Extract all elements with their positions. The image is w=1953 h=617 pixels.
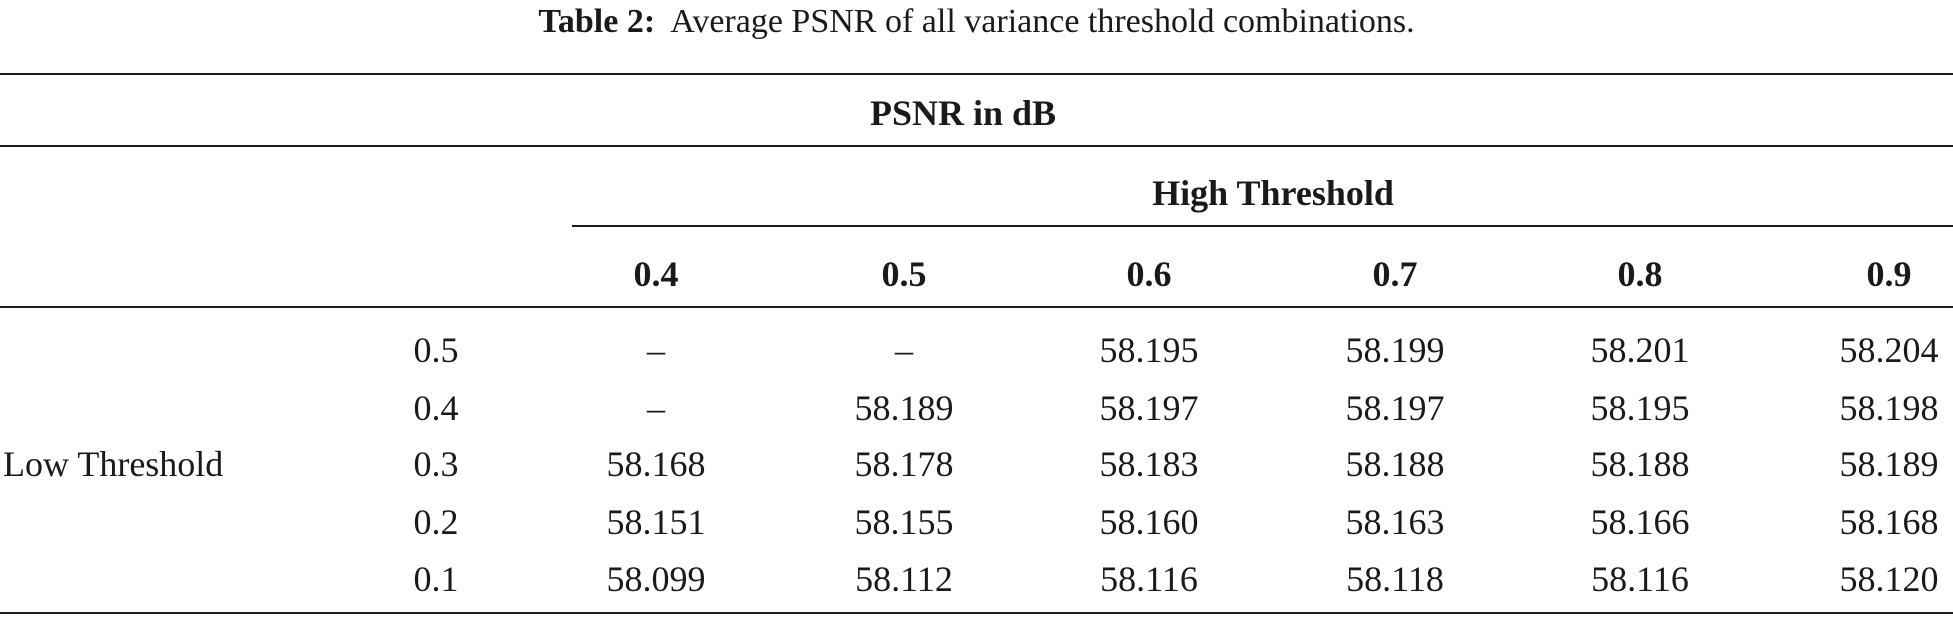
psnr-cell: 58.118	[1346, 559, 1444, 599]
low-threshold-header: Low Threshold	[3, 444, 224, 484]
psnr-cell: 58.183	[1099, 444, 1199, 484]
psnr-cell: 58.188	[1345, 444, 1445, 484]
column-header: 0.4	[633, 254, 679, 294]
psnr-cell: 58.197	[1345, 388, 1445, 428]
psnr-cell: –	[647, 330, 665, 370]
psnr-cell: 58.204	[1839, 330, 1939, 370]
psnr-cell: 58.120	[1839, 559, 1939, 599]
psnr-cell: 58.199	[1345, 330, 1445, 370]
bottom-rule	[0, 612, 1953, 614]
table-caption: Table 2: Average PSNR of all variance th…	[0, 0, 1953, 44]
psnr-cell: 58.099	[606, 559, 706, 599]
low-threshold-value: 0.1	[413, 559, 459, 599]
psnr-cell: 58.198	[1839, 388, 1939, 428]
column-header: 0.8	[1617, 254, 1663, 294]
psnr-cell: 58.151	[606, 502, 706, 542]
low-threshold-value: 0.2	[413, 502, 459, 542]
psnr-cell: –	[647, 388, 665, 428]
psnr-cell: 58.195	[1590, 388, 1690, 428]
psnr-cell: 58.160	[1099, 502, 1199, 542]
group-header-rule	[0, 145, 1953, 147]
psnr-cell: 58.189	[854, 388, 954, 428]
psnr-cell: 58.166	[1590, 502, 1690, 542]
high-threshold-header: High Threshold	[1152, 173, 1394, 213]
psnr-cell: 58.112	[855, 559, 953, 599]
psnr-cell: 58.195	[1099, 330, 1199, 370]
psnr-cell: 58.168	[1839, 502, 1939, 542]
header-bottom-rule	[0, 306, 1953, 308]
psnr-cell: 58.116	[1100, 559, 1198, 599]
psnr-cell: 58.189	[1839, 444, 1939, 484]
psnr-cell: 58.163	[1345, 502, 1445, 542]
psnr-cell: –	[895, 330, 913, 370]
psnr-header: PSNR in dB	[869, 93, 1057, 133]
column-header: 0.7	[1372, 254, 1418, 294]
psnr-cell: 58.178	[854, 444, 954, 484]
low-threshold-value: 0.3	[413, 444, 459, 484]
high-threshold-rule	[572, 225, 1953, 227]
column-header: 0.5	[881, 254, 927, 294]
low-threshold-value: 0.5	[413, 330, 459, 370]
psnr-cell: 58.168	[606, 444, 706, 484]
psnr-cell: 58.188	[1590, 444, 1690, 484]
low-threshold-value: 0.4	[413, 388, 459, 428]
column-header: 0.9	[1866, 254, 1912, 294]
column-header: 0.6	[1126, 254, 1172, 294]
psnr-cell: 58.201	[1590, 330, 1690, 370]
top-rule	[0, 73, 1953, 75]
psnr-cell: 58.197	[1099, 388, 1199, 428]
psnr-cell: 58.155	[854, 502, 954, 542]
psnr-cell: 58.116	[1591, 559, 1689, 599]
caption-label: Table 2:	[538, 3, 656, 40]
caption-text: Average PSNR of all variance threshold c…	[670, 3, 1415, 40]
